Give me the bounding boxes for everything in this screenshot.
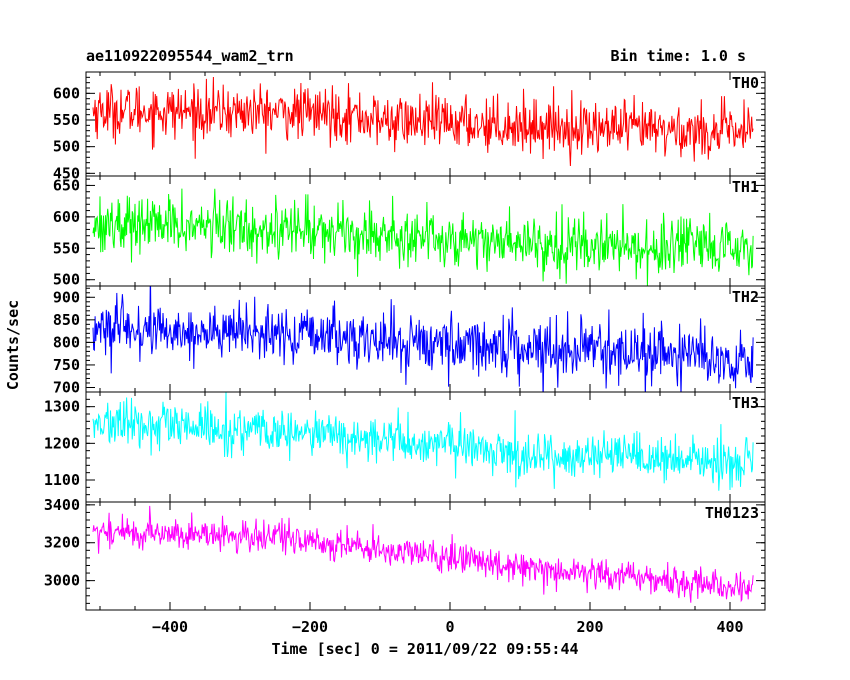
- panel-th1: 500 550 600 650 TH1: [53, 175, 766, 289]
- y-tick-label: 600: [53, 208, 80, 226]
- x-tick-label: 400: [716, 618, 743, 636]
- x-axis-label: Time [sec] 0 = 2011/09/22 09:55:44: [271, 640, 578, 658]
- x-tick-label: 200: [576, 618, 603, 636]
- y-tick-label: 700: [53, 378, 80, 396]
- y-tick-label: 450: [53, 164, 80, 182]
- series-line-th0: [92, 77, 754, 166]
- series-line-th1: [92, 188, 754, 286]
- panel-th3: 1100 1200 1300 TH3: [44, 391, 766, 503]
- y-tick-label: 1300: [44, 398, 80, 416]
- y-tick-label: 500: [53, 138, 80, 156]
- y-tick-label: 3200: [44, 534, 80, 552]
- y-tick-label: 800: [53, 333, 80, 351]
- panel-label-th0123: TH0123: [705, 504, 759, 522]
- panel-label-th0: TH0: [732, 74, 759, 92]
- series-line-th3: [92, 392, 754, 491]
- y-tick-label: 1200: [44, 434, 80, 452]
- y-tick-label: 850: [53, 311, 80, 329]
- panel-th0123: 3000 3200 3400 TH0123: [44, 496, 766, 611]
- x-tick-label: −200: [292, 618, 328, 636]
- chart-title-left: ae110922095544_wam2_trn: [86, 47, 294, 65]
- y-tick-label: 550: [53, 111, 80, 129]
- panel-th0: 450 500 550 600 TH0: [53, 71, 766, 182]
- y-tick-label: 900: [53, 288, 80, 306]
- panels-group: 450 500 550 600 TH0 500 550 600 650 TH1 700 750 800 8…: [44, 71, 766, 611]
- y-tick-label: 3400: [44, 496, 80, 514]
- y-tick-label: 750: [53, 356, 80, 374]
- panel-frame: [85, 501, 766, 611]
- y-tick-label: 600: [53, 84, 80, 102]
- y-tick-label: 500: [53, 271, 80, 289]
- panel-label-th3: TH3: [732, 394, 759, 412]
- panel-label-th1: TH1: [732, 178, 759, 196]
- x-axis: −400 −200 0 200 400: [152, 618, 744, 636]
- panel-th2: 700 750 800 850 900 TH2: [53, 285, 766, 396]
- series-line-th2: [92, 286, 754, 392]
- series-line-th0123: [92, 505, 754, 603]
- y-tick-label: 1100: [44, 471, 80, 489]
- y-axis-label: Counts/sec: [4, 300, 22, 390]
- panel-label-th2: TH2: [732, 288, 759, 306]
- x-tick-label: 0: [445, 618, 454, 636]
- x-tick-label: −400: [152, 618, 188, 636]
- y-tick-label: 3000: [44, 572, 80, 590]
- y-tick-label: 550: [53, 239, 80, 257]
- y-tick-label: 650: [53, 176, 80, 194]
- chart-title-right: Bin time: 1.0 s: [611, 47, 746, 65]
